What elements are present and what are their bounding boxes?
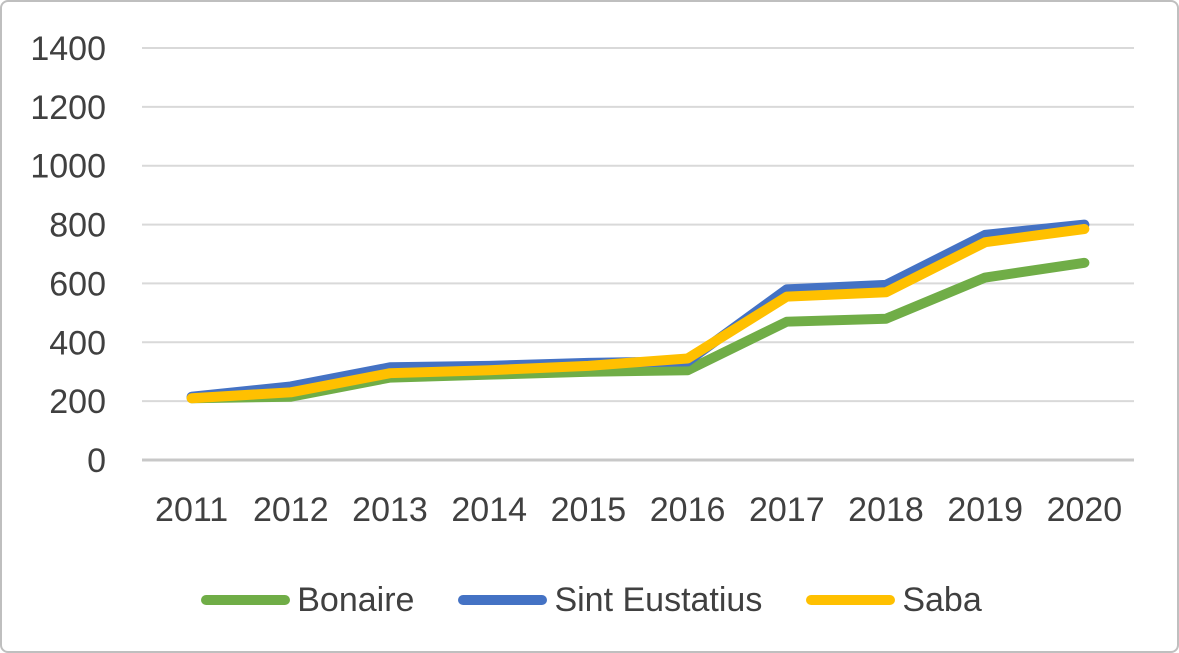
legend-item-saba: Saba <box>806 580 982 620</box>
legend-line-swatch <box>458 595 548 605</box>
x-axis-tick-label: 2018 <box>848 491 924 529</box>
x-axis-tick-label: 2011 <box>155 491 228 529</box>
x-axis-tick-label: 2019 <box>947 491 1023 529</box>
y-axis-tick-label: 200 <box>49 383 106 421</box>
x-axis-tick-label: 2012 <box>253 491 329 529</box>
x-axis-tick-label: 2016 <box>650 491 726 529</box>
y-axis-tick-label: 1400 <box>30 30 106 68</box>
legend-label: Saba <box>902 580 982 619</box>
y-axis-tick-label: 800 <box>49 207 106 245</box>
x-axis-tick-label: 2017 <box>749 491 825 529</box>
y-axis-tick-label: 1000 <box>30 148 106 186</box>
x-axis-tick-label: 2014 <box>451 491 527 529</box>
y-axis-tick-label: 0 <box>87 442 106 480</box>
legend-item-sint-eustatius: Sint Eustatius <box>458 581 762 620</box>
x-axis-tick-label: 2013 <box>352 491 428 529</box>
y-axis-tick-label: 400 <box>49 324 106 362</box>
legend: Bonaire Sint Eustatius Saba <box>2 574 1177 626</box>
legend-label: Bonaire <box>297 580 415 619</box>
series-line-saba <box>186 223 1090 404</box>
legend-label: Sint Eustatius <box>554 580 763 619</box>
legend-item-bonaire: Bonaire <box>201 581 414 620</box>
y-axis-tick-label: 600 <box>49 265 106 303</box>
x-axis-tick-label: 2015 <box>551 491 627 529</box>
x-axis-tick-label: 2020 <box>1047 491 1123 529</box>
y-axis-tick-label: 1200 <box>30 89 106 127</box>
legend-line-swatch <box>201 595 291 605</box>
legend-line-swatch <box>806 595 896 605</box>
